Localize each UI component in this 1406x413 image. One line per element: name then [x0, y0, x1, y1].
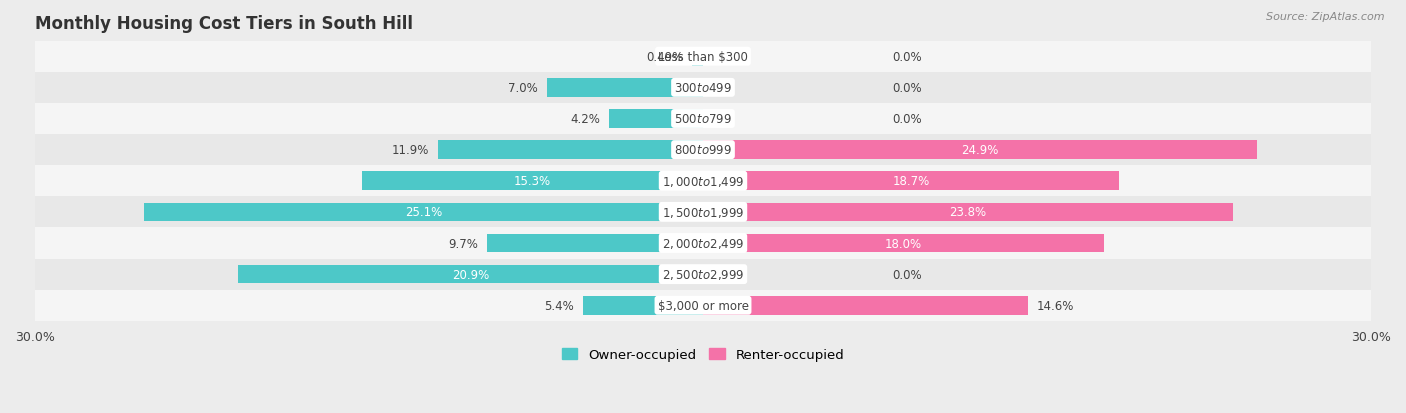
Text: 15.3%: 15.3% — [515, 175, 551, 188]
Text: $800 to $999: $800 to $999 — [673, 144, 733, 157]
Bar — [582, 296, 703, 315]
Text: $3,000 or more: $3,000 or more — [658, 299, 748, 312]
Text: 0.49%: 0.49% — [645, 51, 683, 64]
Bar — [238, 265, 703, 284]
Text: 11.9%: 11.9% — [392, 144, 429, 157]
Text: Source: ZipAtlas.com: Source: ZipAtlas.com — [1267, 12, 1385, 22]
Bar — [439, 141, 703, 159]
Text: 20.9%: 20.9% — [451, 268, 489, 281]
Text: 14.6%: 14.6% — [1038, 299, 1074, 312]
Text: $2,000 to $2,499: $2,000 to $2,499 — [662, 236, 744, 250]
Bar — [35, 290, 1371, 321]
Text: 0.0%: 0.0% — [893, 268, 922, 281]
Bar — [35, 166, 1371, 197]
Bar — [703, 203, 1233, 222]
Bar — [35, 104, 1371, 135]
Text: $500 to $799: $500 to $799 — [673, 113, 733, 126]
Bar — [35, 135, 1371, 166]
Bar — [703, 234, 1104, 253]
Bar — [35, 73, 1371, 104]
Bar — [486, 234, 703, 253]
Text: 5.4%: 5.4% — [544, 299, 574, 312]
Bar — [35, 259, 1371, 290]
Legend: Owner-occupied, Renter-occupied: Owner-occupied, Renter-occupied — [557, 343, 849, 367]
Text: $1,500 to $1,999: $1,500 to $1,999 — [662, 205, 744, 219]
Text: 9.7%: 9.7% — [449, 237, 478, 250]
Bar — [143, 203, 703, 222]
Text: 23.8%: 23.8% — [949, 206, 987, 219]
Text: 0.0%: 0.0% — [893, 82, 922, 95]
Text: $300 to $499: $300 to $499 — [673, 82, 733, 95]
Bar — [692, 48, 703, 66]
Text: 18.0%: 18.0% — [884, 237, 922, 250]
Text: $1,000 to $1,499: $1,000 to $1,499 — [662, 174, 744, 188]
Bar — [35, 42, 1371, 73]
Bar — [363, 172, 703, 191]
Text: $2,500 to $2,999: $2,500 to $2,999 — [662, 268, 744, 281]
Bar — [35, 197, 1371, 228]
Bar — [703, 296, 1028, 315]
Text: 0.0%: 0.0% — [893, 51, 922, 64]
Bar — [609, 110, 703, 128]
Text: 18.7%: 18.7% — [893, 175, 929, 188]
Bar — [703, 141, 1257, 159]
Text: 4.2%: 4.2% — [571, 113, 600, 126]
Text: 25.1%: 25.1% — [405, 206, 441, 219]
Bar — [35, 228, 1371, 259]
Text: 0.0%: 0.0% — [893, 113, 922, 126]
Bar — [703, 172, 1119, 191]
Bar — [547, 79, 703, 97]
Text: Monthly Housing Cost Tiers in South Hill: Monthly Housing Cost Tiers in South Hill — [35, 15, 413, 33]
Text: Less than $300: Less than $300 — [658, 51, 748, 64]
Text: 7.0%: 7.0% — [509, 82, 538, 95]
Text: 24.9%: 24.9% — [962, 144, 998, 157]
